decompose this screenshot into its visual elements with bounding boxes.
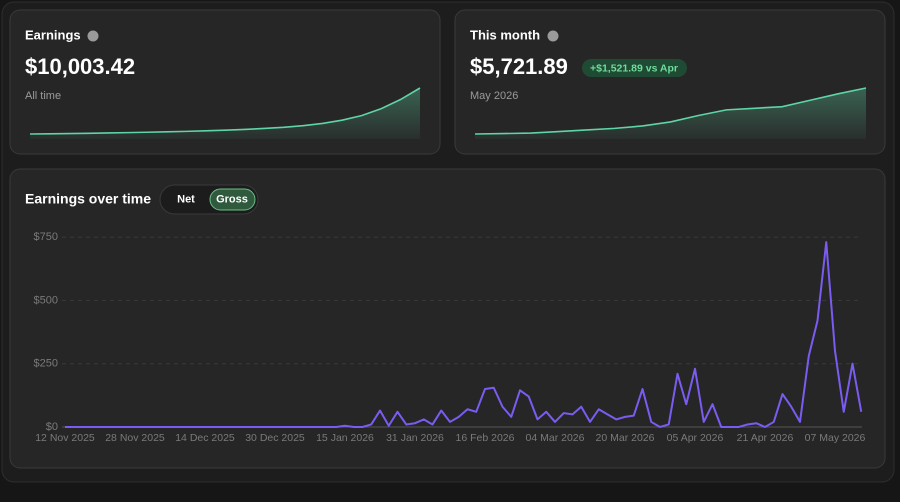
x-tick-label: 31 Jan 2026 [386, 432, 444, 444]
sparkline [29, 87, 421, 135]
sparkline [474, 87, 867, 135]
chart-card [9, 168, 886, 469]
toggle-option[interactable]: Net [177, 193, 195, 205]
card-caption: May 2026 [470, 90, 518, 102]
card-value: $10,003.42 [25, 54, 135, 79]
card-caption: All time [25, 90, 61, 102]
x-tick-label: 12 Nov 2025 [35, 432, 95, 444]
y-tick-label: $0 [46, 421, 58, 433]
card-title: This month [470, 27, 540, 42]
x-tick-label: 28 Nov 2025 [105, 432, 165, 444]
x-tick-label: 16 Feb 2026 [456, 432, 515, 444]
badge [582, 59, 687, 77]
info-icon[interactable] [547, 30, 559, 42]
sparkline-area [30, 88, 420, 139]
badge-text: +$1,521.89 vs Apr [590, 62, 678, 74]
x-tick-label: 20 Mar 2026 [596, 432, 655, 444]
toggle-option[interactable]: Gross [216, 193, 248, 205]
info-icon[interactable] [87, 30, 99, 42]
y-tick-label: $250 [34, 358, 58, 370]
chart-title: Earnings over time [25, 191, 151, 207]
card [9, 9, 441, 155]
y-tick-label: $750 [34, 231, 58, 243]
x-tick-label: 04 Mar 2026 [526, 432, 585, 444]
x-tick-label: 21 Apr 2026 [737, 432, 794, 444]
card-title: Earnings [25, 27, 81, 42]
toggle-active[interactable] [209, 188, 256, 211]
card-value: $5,721.89 [470, 54, 568, 79]
x-tick-label: 15 Jan 2026 [316, 432, 374, 444]
x-tick-label: 14 Dec 2025 [175, 432, 235, 444]
x-tick-label: 05 Apr 2026 [667, 432, 724, 444]
y-tick-label: $500 [34, 294, 58, 306]
x-tick-label: 07 May 2026 [805, 432, 866, 444]
line [65, 241, 863, 428]
x-tick-label: 30 Dec 2025 [245, 432, 305, 444]
sparkline-area [475, 88, 866, 139]
